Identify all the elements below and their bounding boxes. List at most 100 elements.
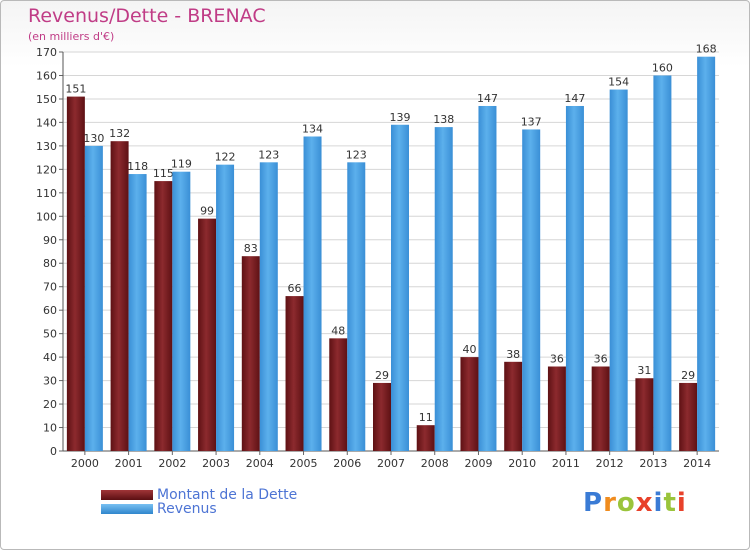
y-tick-label: 20 [43, 398, 57, 411]
bar-dette [66, 96, 85, 451]
data-label-dette: 151 [65, 83, 86, 96]
legend-label-dette: Montant de la Dette [157, 487, 298, 503]
data-label-revenus: 134 [302, 122, 323, 135]
bar-revenus [522, 129, 541, 451]
legend-item-revenus: Revenus [101, 501, 217, 517]
data-label-dette: 36 [550, 353, 564, 366]
bar-dette [154, 181, 173, 451]
bar-revenus [565, 105, 584, 451]
bar-revenus [391, 124, 409, 452]
y-tick-label: 140 [36, 116, 57, 129]
bar-dette [241, 256, 260, 451]
bar-revenus [216, 164, 235, 452]
bar-dette [460, 357, 479, 451]
y-tick-label: 100 [36, 210, 57, 223]
y-tick-label: 170 [36, 46, 57, 59]
logo-letter: P [583, 488, 604, 518]
bar-revenus [434, 127, 453, 451]
data-label-dette: 115 [153, 167, 174, 180]
bar-revenus [697, 56, 716, 451]
logo-letter: o [616, 488, 636, 518]
bar-revenus [128, 174, 147, 451]
data-label-revenus: 138 [433, 113, 454, 126]
logo-letter: r [603, 488, 617, 518]
bar-revenus [303, 136, 322, 451]
data-label-dette: 66 [288, 282, 302, 295]
bar-revenus [347, 162, 366, 451]
data-label-revenus: 139 [390, 111, 411, 124]
data-label-dette: 11 [419, 411, 433, 424]
y-tick-label: 40 [43, 351, 57, 364]
x-tick-label: 2004 [246, 457, 274, 470]
data-label-dette: 48 [331, 324, 345, 337]
bar-dette [547, 366, 566, 451]
bar-revenus [259, 162, 278, 451]
bar-revenus [172, 171, 191, 451]
data-label-revenus: 130 [83, 132, 104, 145]
x-tick-label: 2000 [71, 457, 99, 470]
y-tick-label: 50 [43, 328, 57, 341]
data-label-revenus: 137 [521, 115, 542, 128]
x-tick-label: 2011 [552, 457, 580, 470]
y-tick-label: 160 [36, 69, 57, 82]
y-tick-label: 60 [43, 304, 57, 317]
chart-title: Revenus/Dette - BRENAC [28, 5, 266, 27]
data-label-revenus: 147 [564, 92, 585, 105]
legend-label-revenus: Revenus [157, 501, 217, 517]
data-label-revenus: 160 [652, 61, 673, 74]
proxiti-logo: Proxiti [583, 488, 687, 518]
data-label-revenus: 118 [127, 160, 148, 173]
bar-dette [285, 296, 304, 451]
y-tick-label: 150 [36, 93, 57, 106]
x-tick-label: 2012 [596, 457, 624, 470]
data-label-dette: 31 [637, 364, 651, 377]
logo-letter: i [653, 488, 664, 518]
data-label-dette: 29 [375, 369, 389, 382]
legend-swatch-revenus [101, 504, 153, 514]
data-label-dette: 132 [109, 127, 130, 140]
bar-dette [504, 361, 523, 451]
data-label-revenus: 123 [346, 148, 367, 161]
x-tick-label: 2006 [333, 457, 361, 470]
bar-revenus [609, 89, 628, 451]
x-tick-label: 2002 [158, 457, 186, 470]
data-label-revenus: 147 [477, 92, 498, 105]
y-tick-label: 130 [36, 140, 57, 153]
logo-letter: i [676, 488, 687, 518]
y-tick-label: 10 [43, 422, 57, 435]
x-tick-label: 2010 [508, 457, 536, 470]
data-label-revenus: 168 [696, 43, 717, 56]
y-tick-label: 0 [50, 445, 57, 458]
logo-letter: x [635, 488, 654, 518]
x-tick-label: 2014 [683, 457, 711, 470]
bar-revenus [653, 75, 672, 452]
y-tick-label: 30 [43, 375, 57, 388]
logo-letter: t [663, 488, 677, 518]
x-tick-label: 2013 [639, 457, 667, 470]
x-tick-label: 2003 [202, 457, 230, 470]
legend-swatch-dette [101, 490, 153, 500]
data-label-dette: 36 [594, 353, 608, 366]
bar-dette [110, 141, 129, 451]
x-tick-label: 2007 [377, 457, 405, 470]
data-label-revenus: 122 [215, 151, 236, 164]
bar-dette [591, 366, 610, 451]
bar-dette [329, 338, 348, 451]
bar-revenus [478, 105, 497, 451]
data-label-revenus: 123 [258, 148, 279, 161]
y-tick-label: 120 [36, 163, 57, 176]
y-tick-label: 90 [43, 234, 57, 247]
bar-dette [373, 382, 391, 451]
data-label-dette: 29 [681, 369, 695, 382]
x-tick-label: 2001 [115, 457, 143, 470]
data-label-dette: 99 [200, 205, 214, 218]
data-label-dette: 83 [244, 242, 258, 255]
bar-dette [416, 425, 435, 451]
y-tick-label: 110 [36, 187, 57, 200]
bar-revenus [84, 145, 103, 451]
data-label-dette: 38 [506, 348, 520, 361]
x-tick-label: 2005 [290, 457, 318, 470]
bar-dette [198, 218, 217, 451]
